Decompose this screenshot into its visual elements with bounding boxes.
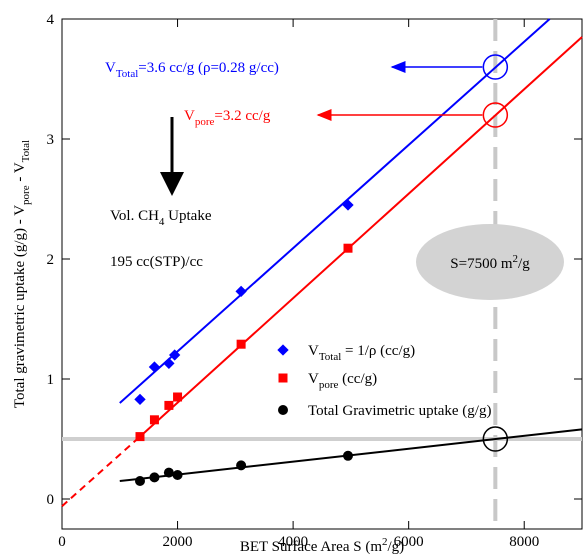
data-point xyxy=(343,450,353,461)
x-axis-label-part: BET Surface Area S (m xyxy=(240,539,383,555)
data-point xyxy=(163,357,175,370)
y-tick-label: 4 xyxy=(47,12,55,28)
legend-label-part: (cc/g) xyxy=(338,371,377,387)
legend-marker xyxy=(277,344,289,356)
y-axis-label-part: - V xyxy=(12,162,28,185)
x-tick-label: 8000 xyxy=(509,534,539,550)
fit-line xyxy=(61,435,141,507)
legend-label-part: = 1/ρ (cc/g) xyxy=(341,343,415,359)
legend-marker xyxy=(278,373,288,383)
x-axis-label: BET Surface Area S (m2/g) xyxy=(240,536,404,555)
data-point xyxy=(148,361,161,373)
target-circle xyxy=(482,54,509,80)
data-point xyxy=(169,349,181,361)
data-point xyxy=(343,243,353,253)
fit-line xyxy=(139,36,583,438)
plot-frame xyxy=(61,18,583,530)
annotation-pore: Vpore=3.2 cc/g xyxy=(184,108,271,128)
legend-marker xyxy=(278,405,288,415)
y-tick-label: 0 xyxy=(47,492,55,508)
annotation-surface-part: 2 xyxy=(513,253,519,265)
y-tick-label: 1 xyxy=(47,372,55,388)
x-tick-label: 4000 xyxy=(278,534,308,550)
legend-label-part: Total xyxy=(319,351,341,363)
y-axis-label: Total gravimetric uptake (g/g) - Vpore -… xyxy=(12,140,32,408)
target-circle xyxy=(482,102,509,128)
data-point xyxy=(149,415,159,425)
annotation-total-part: Total xyxy=(116,68,138,80)
x-tick-label: 0 xyxy=(58,534,66,550)
legend-label-part: pore xyxy=(319,379,339,391)
data-point xyxy=(134,393,146,406)
data-point xyxy=(149,472,160,483)
annotation-total: VTotal=3.6 cc/g (ρ=0.28 g/cc) xyxy=(105,60,279,80)
data-point xyxy=(172,470,183,480)
y-axis-label-part: Total gravimetric uptake (g/g) - V xyxy=(12,205,28,408)
annotation-uptake-part: Uptake xyxy=(164,208,211,224)
fit-line xyxy=(119,18,551,404)
legend-label-part: V xyxy=(308,343,319,359)
annotation-total-part: =3.6 cc/g (ρ=0.28 g/cc) xyxy=(138,60,279,76)
annotation-pore-part: V xyxy=(184,108,195,124)
annotation-volumetric: 195 cc(STP)/cc xyxy=(110,254,203,270)
legend-label-part: V xyxy=(308,371,319,387)
data-point xyxy=(173,392,183,402)
x-axis-label-part: /g) xyxy=(388,539,405,555)
data-point xyxy=(135,476,145,486)
data-point xyxy=(164,400,174,410)
annotation-uptake-part: Vol. CH xyxy=(110,208,159,224)
data-point xyxy=(163,467,174,478)
y-axis-label-part: Total xyxy=(20,140,32,162)
data-point xyxy=(236,460,247,471)
annotation-surface-part: S=7500 m xyxy=(450,256,513,272)
legend-label: Vpore (cc/g) xyxy=(308,371,377,391)
data-point xyxy=(135,432,145,442)
annotation-total-part: V xyxy=(105,60,116,76)
annotation-uptake-part: 4 xyxy=(159,216,165,228)
legend-label: Total Gravimetric uptake (g/g) xyxy=(308,403,491,419)
annotation-pore-part: pore xyxy=(195,116,215,128)
y-axis-label-part: pore xyxy=(20,185,32,205)
data-point xyxy=(236,339,246,349)
y-tick-label: 3 xyxy=(47,132,55,148)
x-tick-label: 2000 xyxy=(163,534,193,550)
x-axis-label-part: 2 xyxy=(382,536,388,548)
y-tick-label: 2 xyxy=(47,252,55,268)
data-point xyxy=(342,199,354,211)
annotation-pore-part: =3.2 cc/g xyxy=(214,108,270,124)
annotation-ellipse xyxy=(416,224,564,300)
annotation-surface: S=7500 m2/g xyxy=(450,253,530,272)
legend-label: VTotal = 1/ρ (cc/g) xyxy=(308,343,415,363)
annotation-uptake: Vol. CH4 Uptake xyxy=(110,208,212,228)
annotation-surface-part: /g xyxy=(518,256,530,272)
x-tick-label: 6000 xyxy=(394,534,424,550)
target-circle xyxy=(482,426,509,452)
data-point xyxy=(235,285,247,298)
